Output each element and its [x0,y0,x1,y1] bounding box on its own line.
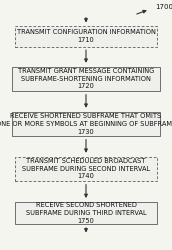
FancyBboxPatch shape [15,156,157,181]
FancyBboxPatch shape [12,112,160,136]
Text: RECEIVE SECOND SHORTENED
SUBFRAME DURING THIRD INTERVAL
1750: RECEIVE SECOND SHORTENED SUBFRAME DURING… [26,202,146,224]
Text: 1700: 1700 [155,4,172,10]
FancyBboxPatch shape [15,26,157,46]
Text: TRANSMIT SCHEDULED BROADCAST
SUBFRAME DURING SECOND INTERVAL
1740: TRANSMIT SCHEDULED BROADCAST SUBFRAME DU… [22,158,150,180]
Text: TRANSMIT GRANT MESSAGE CONTAINING
SUBFRAME-SHORTENING INFORMATION
1720: TRANSMIT GRANT MESSAGE CONTAINING SUBFRA… [18,68,154,90]
FancyBboxPatch shape [12,66,160,91]
FancyBboxPatch shape [15,202,157,224]
Text: RECEIVE SHORTENED SUBFRAME THAT OMITS
ONE OR MORE SYMBOLS AT BEGINNING OF SUBFRA: RECEIVE SHORTENED SUBFRAME THAT OMITS ON… [0,113,172,134]
Text: TRANSMIT CONFIGURATION INFORMATION
1710: TRANSMIT CONFIGURATION INFORMATION 1710 [17,29,155,43]
